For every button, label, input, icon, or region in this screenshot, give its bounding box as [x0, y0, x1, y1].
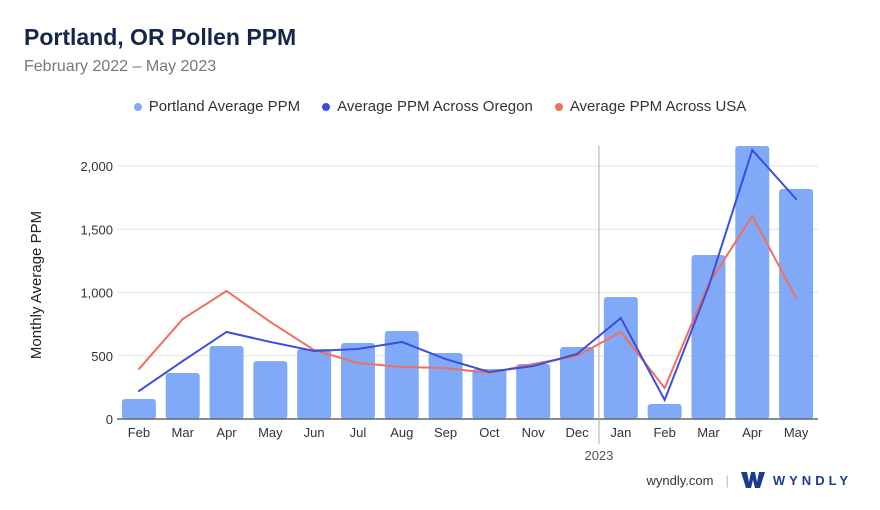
x-tick-label: Aug — [390, 425, 413, 440]
x-tick-label: Jan — [610, 425, 631, 440]
point-usa — [619, 330, 622, 333]
y-tick-label: 1,000 — [80, 286, 113, 301]
site-link[interactable]: wyndly.com — [646, 472, 714, 488]
point-oregon — [400, 340, 403, 343]
bar-portland — [735, 146, 770, 419]
x-tick-label: Mar — [697, 425, 720, 440]
y-tick-label: 500 — [91, 349, 113, 364]
bar-portland — [384, 330, 419, 419]
point-oregon — [751, 149, 754, 152]
point-oregon — [707, 286, 710, 289]
x-tick-label: Nov — [522, 425, 546, 440]
bar-portland — [340, 342, 375, 419]
legend-swatch — [133, 102, 142, 111]
point-usa — [663, 387, 666, 390]
point-oregon — [356, 348, 359, 351]
point-usa — [751, 214, 754, 217]
x-tick-label: Dec — [565, 425, 589, 440]
point-oregon — [181, 360, 184, 363]
point-usa — [225, 289, 228, 292]
bar-portland — [560, 347, 595, 419]
bar-portland — [691, 255, 726, 419]
bar-portland — [253, 361, 288, 419]
point-oregon — [269, 340, 272, 343]
x-tick-label: Feb — [128, 425, 150, 440]
footer: wyndly.com | WYNDLY — [647, 471, 852, 489]
point-usa — [532, 362, 535, 365]
legend-item-oregon[interactable]: Average PPM Across Oregon — [322, 98, 533, 115]
bar-portland — [472, 369, 507, 419]
legend-label: Average PPM Across USA — [569, 98, 747, 115]
bar-portland — [647, 403, 682, 419]
divider: | — [725, 472, 729, 488]
bar-portland — [603, 297, 638, 419]
chart-title: Portland, OR Pollen PPM — [24, 24, 297, 50]
y-tick-label: 0 — [106, 412, 113, 427]
point-oregon — [313, 349, 316, 352]
y-tick-label: 1,500 — [80, 222, 113, 237]
point-usa — [137, 368, 140, 371]
y-axis-label: Monthly Average PPM — [28, 211, 45, 359]
point-oregon — [137, 390, 140, 393]
x-tick-label: Jul — [350, 425, 367, 440]
bar-portland — [209, 346, 244, 419]
legend-label: Average PPM Across Oregon — [337, 98, 533, 115]
legend-label: Portland Average PPM — [148, 98, 301, 115]
point-oregon — [663, 399, 666, 402]
x-tick-label: Feb — [653, 425, 675, 440]
bar-portland — [516, 363, 551, 419]
point-usa — [400, 366, 403, 369]
line-oregon — [138, 148, 797, 403]
x-tick-label: Mar — [172, 425, 195, 440]
point-oregon — [576, 352, 579, 355]
point-oregon — [225, 330, 228, 333]
bar-portland — [297, 349, 332, 419]
point-oregon — [795, 198, 798, 201]
legend: Portland Average PPM Average PPM Across … — [0, 98, 880, 115]
wyndly-logo: WYNDLY — [740, 471, 852, 489]
chart-subtitle: February 2022 – May 2023 — [24, 58, 217, 75]
point-usa — [356, 361, 359, 364]
point-usa — [444, 367, 447, 370]
point-usa — [269, 320, 272, 323]
point-usa — [181, 318, 184, 321]
legend-swatch — [554, 102, 563, 111]
year-label: 2023 — [584, 448, 613, 463]
line-usa — [138, 213, 797, 390]
point-oregon — [619, 317, 622, 320]
point-oregon — [488, 370, 491, 373]
y-tick-label: 2,000 — [80, 159, 113, 174]
x-tick-label: Apr — [742, 425, 763, 440]
x-tick-label: Apr — [216, 425, 237, 440]
bar-portland — [121, 399, 156, 419]
x-tick-label: May — [784, 425, 809, 440]
wyndly-w-icon — [740, 472, 765, 488]
brand-name: WYNDLY — [772, 472, 852, 488]
x-tick-label: Jun — [304, 425, 325, 440]
legend-item-usa[interactable]: Average PPM Across USA — [554, 98, 747, 115]
point-usa — [576, 355, 579, 358]
x-tick-label: Sep — [434, 425, 457, 440]
point-usa — [795, 296, 798, 299]
legend-swatch — [322, 102, 331, 111]
bar-portland — [779, 189, 814, 419]
point-oregon — [532, 364, 535, 367]
x-tick-label: May — [258, 425, 283, 440]
legend-item-portland[interactable]: Portland Average PPM — [133, 98, 301, 115]
bar-portland — [165, 372, 200, 419]
point-oregon — [444, 358, 447, 361]
x-tick-label: Oct — [479, 425, 500, 440]
